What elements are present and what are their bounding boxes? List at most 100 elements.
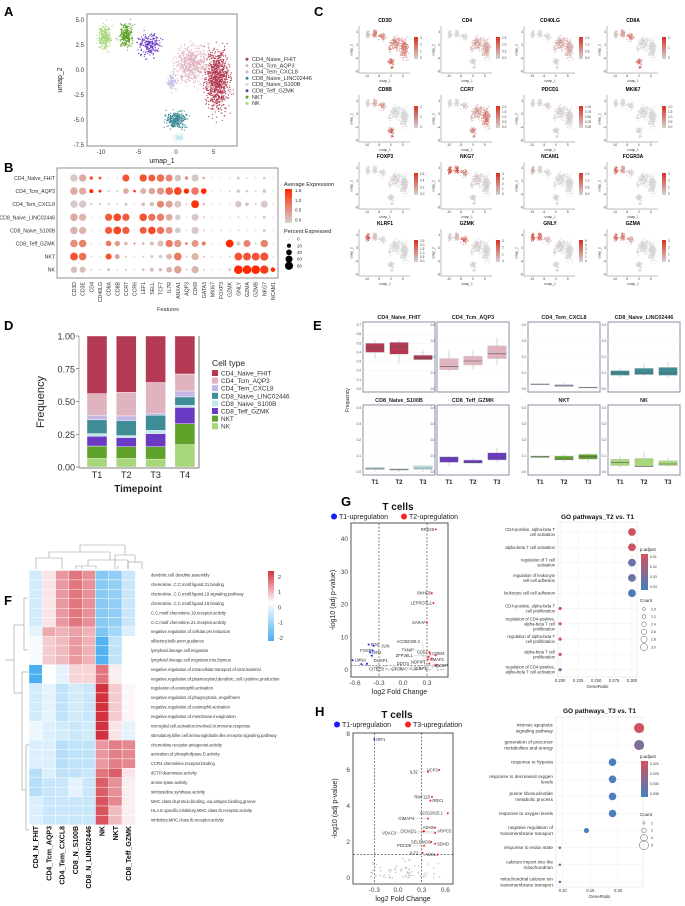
feature-point	[393, 48, 395, 50]
umap-point	[144, 35, 146, 37]
umap-point	[159, 42, 161, 44]
feature-point	[403, 56, 405, 58]
umap-point	[172, 76, 174, 78]
feature-point	[552, 59, 554, 61]
legend-swatch	[245, 57, 249, 61]
feature-point	[473, 63, 475, 65]
umap-point	[198, 52, 200, 54]
umap-point	[96, 37, 98, 40]
panel-label-a: A	[4, 4, 14, 19]
feature-point	[472, 66, 474, 68]
feature-point	[382, 39, 384, 40]
umap-point	[103, 47, 105, 49]
umap-point	[218, 102, 220, 104]
feature-point	[490, 52, 492, 54]
umap-point	[104, 40, 106, 42]
legend-label: CD8_Teff_GZMK	[252, 89, 295, 95]
umap-point	[213, 47, 215, 49]
feature-point	[448, 37, 450, 39]
umap-point	[193, 52, 195, 55]
umap-point	[124, 31, 126, 33]
umap-point	[197, 62, 199, 65]
umap-point	[151, 40, 154, 42]
umap-point	[173, 123, 175, 125]
umap-point	[184, 68, 186, 70]
umap-point	[205, 71, 207, 73]
umap-point	[212, 88, 214, 90]
umap-point	[213, 48, 215, 50]
umap-point	[194, 70, 196, 72]
feature-point	[479, 48, 481, 50]
umap-point	[156, 40, 158, 42]
umap-point	[138, 38, 140, 40]
umap-point	[105, 39, 108, 41]
umap-point	[177, 113, 179, 115]
umap-point	[217, 84, 219, 86]
feature-point	[532, 33, 534, 35]
umap-point	[130, 31, 132, 33]
umap-point	[225, 71, 227, 73]
umap-point	[216, 94, 218, 96]
umap-point	[195, 69, 197, 71]
feature-point	[394, 38, 395, 40]
feature-point	[395, 35, 396, 36]
feature-point	[372, 31, 374, 33]
feature-point	[488, 49, 490, 51]
umap-point	[176, 135, 179, 137]
feature-point	[464, 38, 466, 40]
feature-point	[391, 63, 393, 65]
feature-point	[474, 45, 476, 47]
umap-point	[217, 58, 219, 60]
feature-point	[556, 62, 558, 64]
umap-point	[224, 66, 226, 68]
umap-point	[205, 103, 207, 105]
umap-point	[176, 78, 178, 80]
legend-label: CD4_Naive_FHIT	[252, 57, 297, 63]
legend-label: CD4_Tem_CXCL8	[252, 70, 298, 76]
umap-point	[196, 53, 199, 55]
umap-point	[131, 37, 133, 39]
umap-point	[211, 70, 213, 72]
umap-point	[177, 81, 179, 83]
umap-point	[208, 44, 210, 46]
umap-point	[223, 92, 225, 94]
umap-point	[157, 47, 160, 49]
feature-point	[401, 54, 403, 56]
feature-point	[405, 46, 407, 48]
colorbar	[414, 37, 418, 59]
umap-point	[129, 23, 132, 25]
feature-point	[404, 55, 406, 57]
feature-point	[486, 41, 488, 43]
umap-point	[125, 31, 128, 33]
panel-label-g: G	[341, 494, 351, 509]
feature-point	[390, 40, 391, 42]
umap-point	[200, 52, 202, 54]
umap-point	[108, 37, 110, 39]
umap-point	[195, 65, 197, 67]
umap-point	[220, 85, 222, 87]
umap-point	[128, 34, 131, 36]
umap-point	[151, 47, 153, 49]
feature-point	[486, 53, 487, 54]
umap-point	[177, 111, 179, 113]
feature-point	[558, 64, 559, 66]
x-tick-label: -5	[377, 74, 380, 78]
umap-point	[166, 82, 168, 84]
umap-point	[132, 42, 134, 44]
colorbar-tick: 1	[420, 49, 422, 53]
feature-point	[488, 35, 490, 37]
umap-point	[168, 82, 170, 84]
umap-point	[199, 59, 201, 61]
umap-point	[167, 113, 169, 116]
umap-point	[217, 71, 219, 73]
umap-point	[210, 81, 212, 83]
feature-point	[482, 38, 484, 40]
umap-point	[171, 77, 173, 79]
feature-point	[375, 32, 377, 34]
umap-point	[177, 71, 179, 73]
feature-point	[399, 45, 401, 47]
feature-point	[533, 31, 535, 33]
feature-point	[556, 63, 558, 65]
feature-point	[404, 50, 406, 52]
